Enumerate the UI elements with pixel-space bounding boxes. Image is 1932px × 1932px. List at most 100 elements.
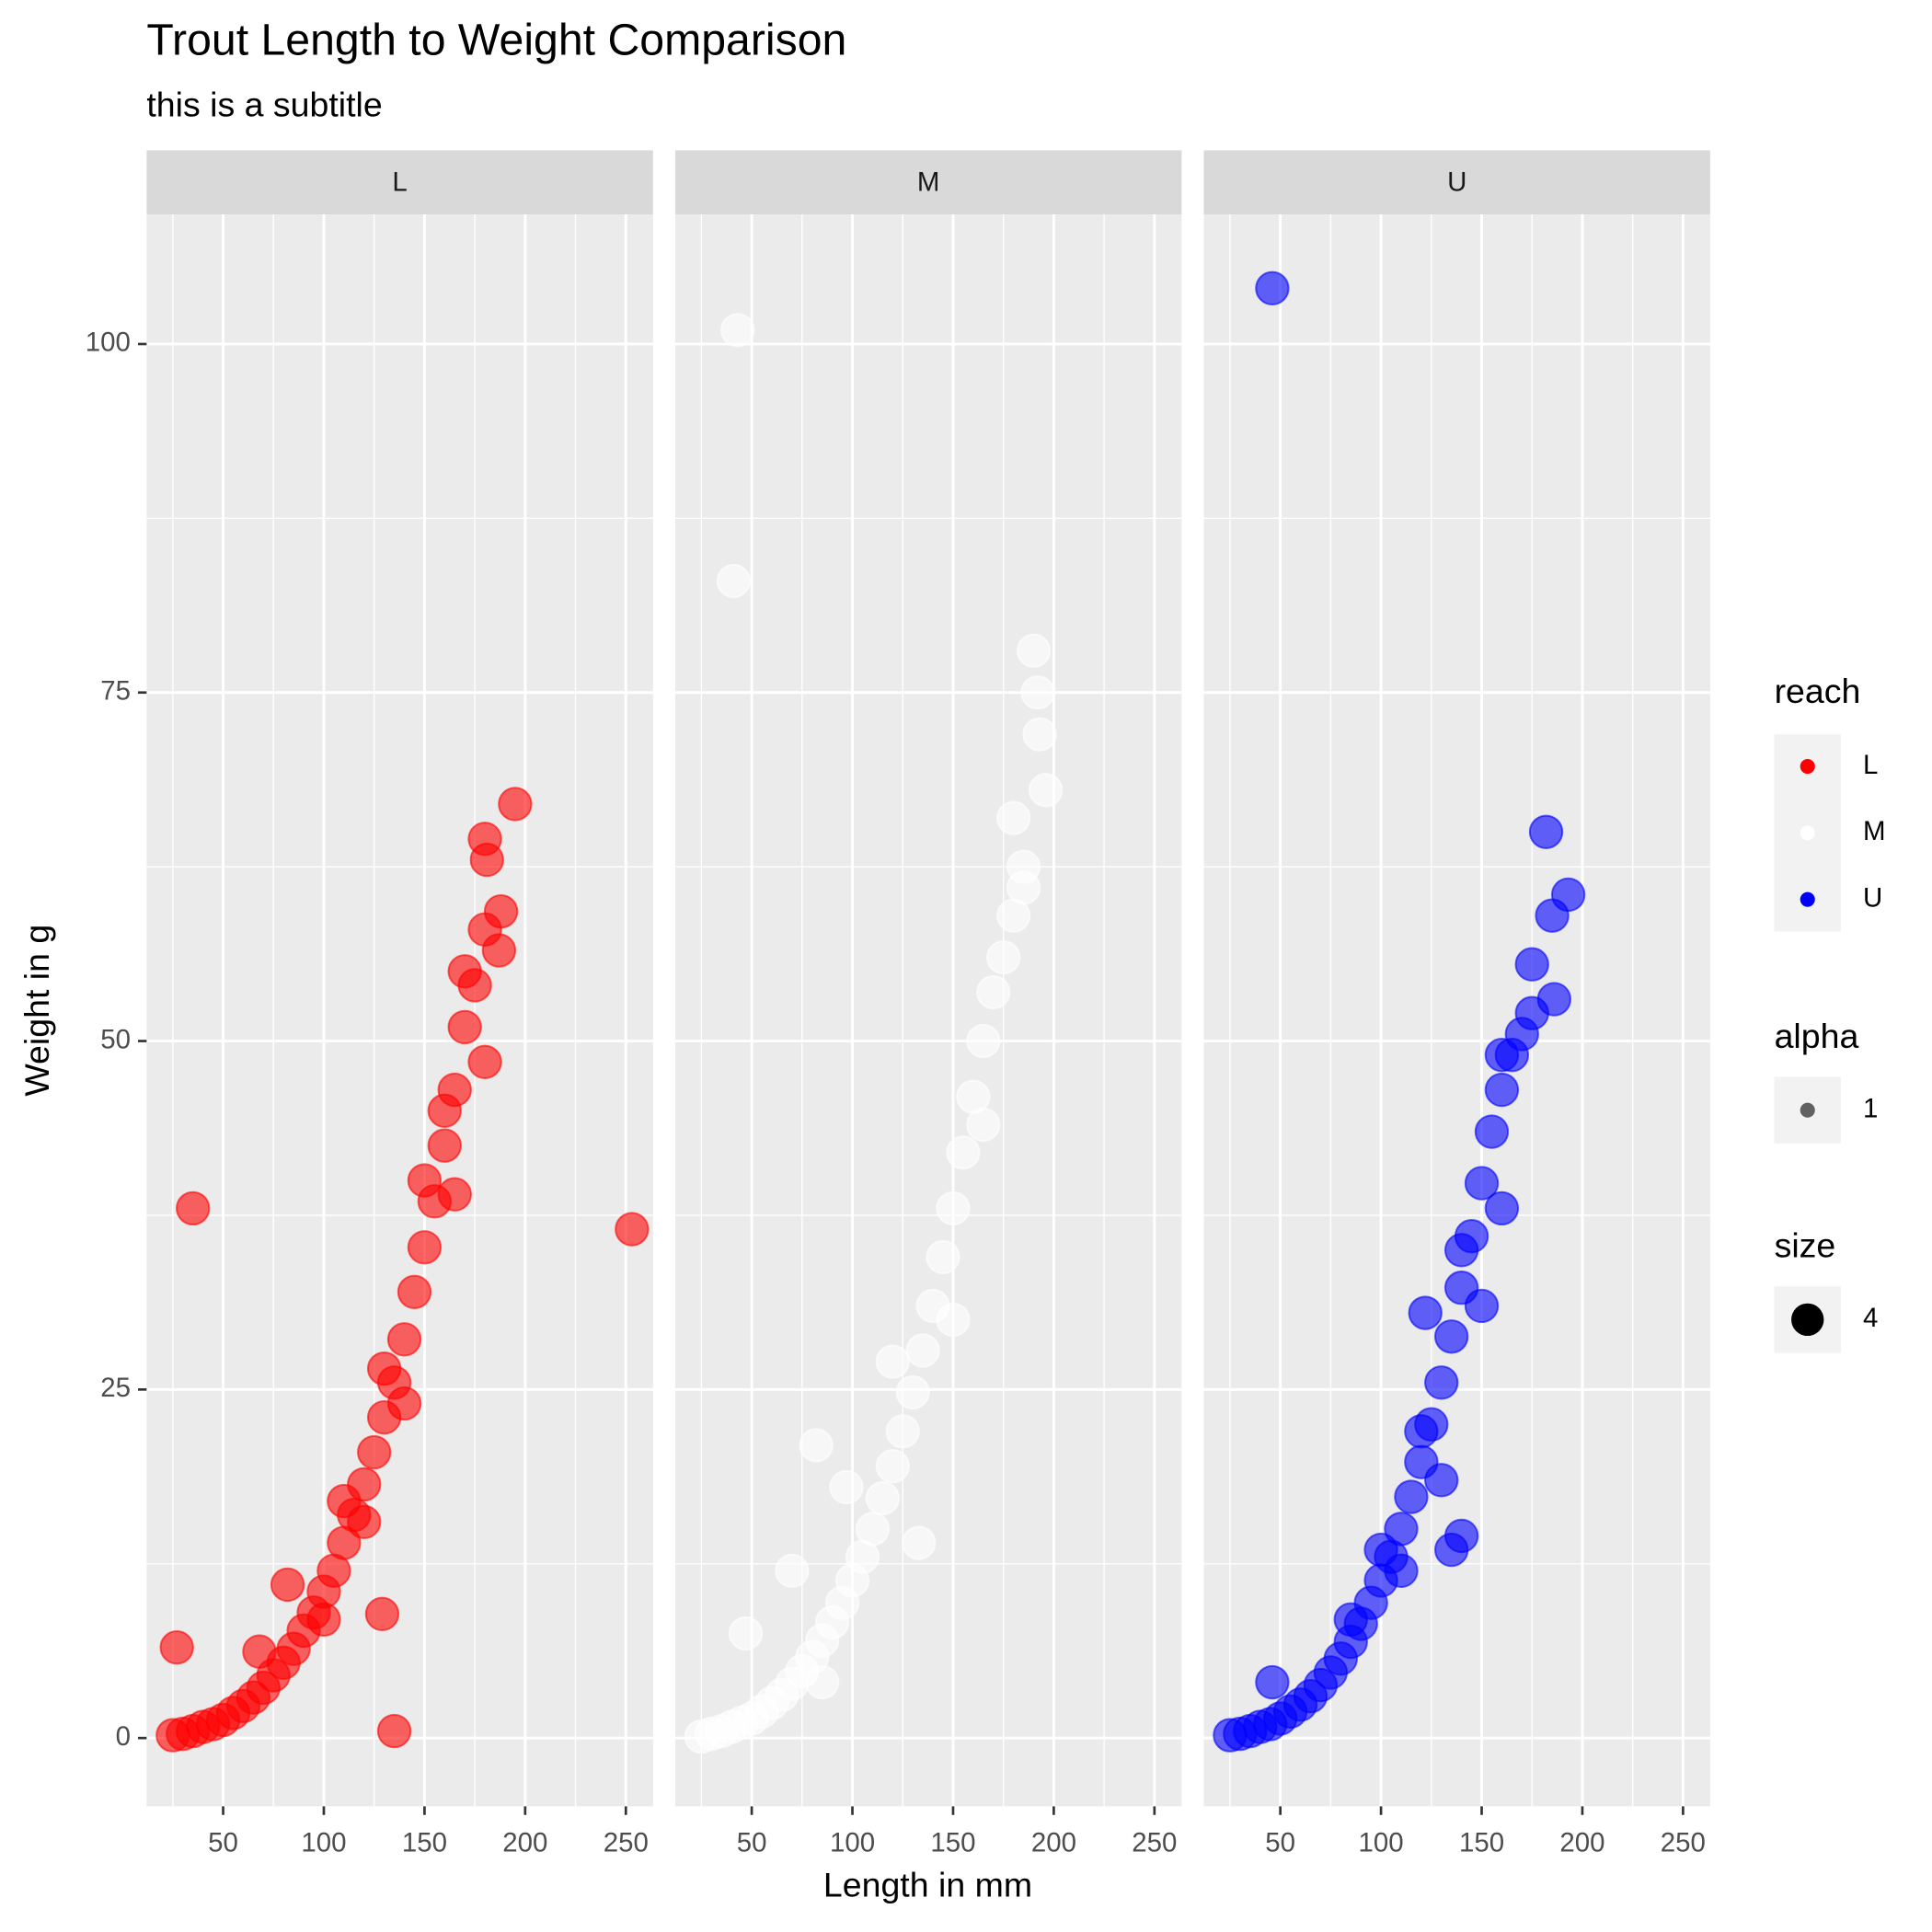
point: [242, 1634, 277, 1669]
point: [397, 1274, 432, 1309]
legend-label: U: [1863, 882, 1882, 913]
legend-key: [1800, 759, 1815, 775]
point: [427, 1128, 462, 1163]
point: [895, 1374, 930, 1410]
point: [306, 1602, 341, 1638]
x-tick-label: 200: [502, 1828, 547, 1858]
x-tick-label: 50: [1265, 1828, 1295, 1858]
point: [966, 1023, 1001, 1059]
facet-label: L: [392, 167, 407, 197]
point: [1434, 1319, 1469, 1354]
legend-key: [1800, 825, 1815, 841]
point: [1443, 1233, 1479, 1268]
legend-key: [1800, 891, 1815, 907]
point: [469, 842, 504, 878]
point: [855, 1512, 891, 1547]
facet-label: M: [917, 167, 940, 197]
point: [498, 787, 533, 822]
point: [936, 1190, 971, 1226]
x-tick-label: 100: [830, 1828, 875, 1858]
legend-title: reach: [1775, 672, 1861, 710]
x-tick-label: 250: [604, 1828, 649, 1858]
point: [347, 1504, 382, 1539]
point: [1333, 1602, 1368, 1638]
point: [447, 954, 482, 989]
x-tick-label: 250: [1661, 1828, 1706, 1858]
point: [926, 1239, 960, 1275]
point: [437, 1177, 472, 1212]
point: [1536, 982, 1571, 1017]
point: [366, 1351, 402, 1386]
point: [447, 1009, 482, 1045]
facet-label: U: [1447, 167, 1466, 197]
x-tick-label: 150: [1459, 1828, 1504, 1858]
point: [364, 1596, 400, 1631]
point: [467, 1044, 502, 1079]
point: [805, 1664, 840, 1700]
point: [1528, 814, 1564, 849]
point: [936, 1302, 971, 1338]
point: [615, 1212, 650, 1247]
point: [885, 1414, 920, 1449]
y-tick-label: 75: [100, 676, 131, 707]
point: [407, 1163, 443, 1198]
point: [985, 939, 1021, 975]
point: [1022, 717, 1057, 752]
point: [1028, 773, 1064, 808]
legend-key: [1800, 1102, 1815, 1118]
point: [728, 1616, 764, 1651]
point: [386, 1386, 422, 1421]
chart-title: Trout Length to Weight Comparison: [146, 16, 846, 65]
point: [1474, 1114, 1510, 1149]
legend-label: 1: [1863, 1093, 1878, 1123]
legend-title: size: [1775, 1226, 1836, 1265]
point: [1408, 1295, 1443, 1330]
legend-key: [1791, 1303, 1824, 1337]
point: [407, 1230, 443, 1265]
point: [357, 1434, 392, 1470]
legend-label: L: [1863, 750, 1878, 780]
x-tick-label: 100: [1359, 1828, 1404, 1858]
point: [995, 800, 1031, 835]
point: [865, 1480, 901, 1516]
point: [902, 1525, 937, 1560]
x-axis-label: Length in mm: [823, 1866, 1032, 1904]
point: [1384, 1512, 1419, 1547]
point: [1424, 1463, 1459, 1498]
point: [1514, 947, 1549, 982]
facet-strip: [146, 150, 653, 215]
point: [176, 1190, 211, 1226]
point: [829, 1469, 864, 1505]
point: [427, 1093, 462, 1128]
x-tick-label: 150: [402, 1828, 447, 1858]
point: [1484, 1072, 1520, 1108]
point: [327, 1483, 362, 1519]
point: [1484, 1190, 1520, 1226]
point: [1464, 1288, 1500, 1324]
point: [159, 1629, 194, 1665]
point: [481, 933, 517, 968]
point: [1484, 1038, 1520, 1073]
point: [270, 1567, 305, 1603]
point: [1535, 898, 1570, 933]
y-tick-label: 50: [100, 1024, 131, 1054]
point: [905, 1333, 940, 1368]
point: [875, 1449, 910, 1484]
y-tick-label: 100: [86, 328, 131, 358]
point: [376, 1713, 412, 1749]
point: [966, 1107, 1001, 1143]
x-tick-label: 150: [930, 1828, 975, 1858]
point: [716, 563, 752, 599]
x-tick-label: 100: [301, 1828, 346, 1858]
point: [1404, 1414, 1439, 1449]
x-tick-label: 250: [1132, 1828, 1177, 1858]
point: [386, 1322, 422, 1357]
point: [1464, 1166, 1500, 1201]
x-tick-label: 200: [1559, 1828, 1604, 1858]
x-tick-label: 200: [1031, 1828, 1076, 1858]
point: [483, 893, 519, 929]
x-tick-label: 50: [737, 1828, 767, 1858]
y-tick-label: 0: [116, 1721, 131, 1752]
y-tick-label: 25: [100, 1373, 131, 1403]
